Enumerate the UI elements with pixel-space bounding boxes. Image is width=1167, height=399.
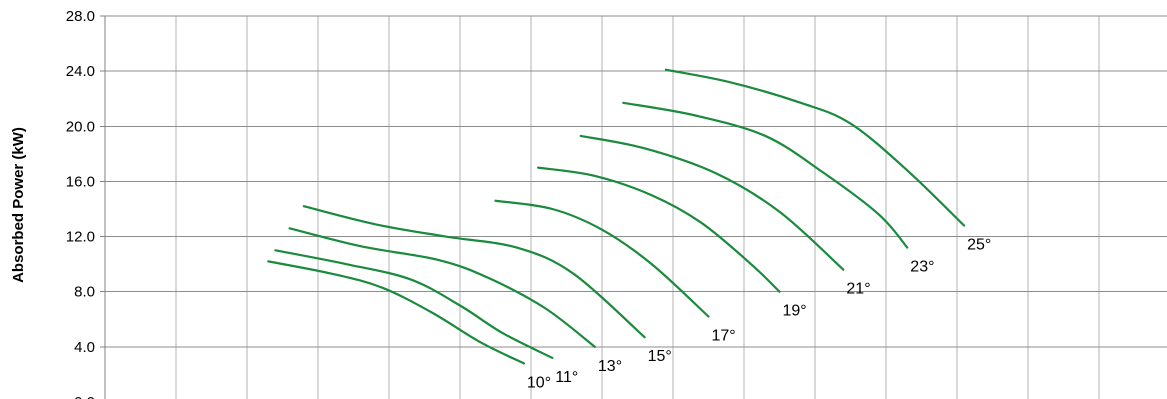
series-line-17-deg — [494, 199, 710, 318]
y-tick-label: 28.0 — [66, 8, 95, 25]
y-tick-label: 20.0 — [66, 118, 95, 135]
series-line-15-deg — [302, 205, 646, 339]
series-line-11-deg — [274, 249, 554, 359]
y-tick-label: 24.0 — [66, 63, 95, 80]
y-tick-label: 0.0 — [74, 394, 95, 399]
series-label-19-deg: 19° — [783, 303, 807, 320]
y-tick-label: 4.0 — [74, 339, 95, 356]
series-label-17-deg: 17° — [712, 328, 736, 345]
series-line-23-deg — [622, 101, 909, 249]
series-label-23-deg: 23° — [910, 259, 934, 276]
grid-layer — [105, 15, 1167, 399]
series-line-13-deg — [288, 227, 596, 348]
y-tick-label: 12.0 — [66, 229, 95, 246]
series-label-13-deg: 13° — [598, 358, 622, 375]
series-label-25-deg: 25° — [967, 237, 991, 254]
y-tick-label: 16.0 — [66, 173, 95, 190]
series-label-11-deg: 11° — [555, 369, 578, 386]
y-axis-title: Absorbed Power (kW) — [10, 127, 27, 283]
series-line-25-deg — [664, 68, 966, 227]
series-line-10-deg — [267, 260, 525, 365]
series-line-21-deg — [579, 134, 845, 271]
series-label-21-deg: 21° — [846, 281, 870, 298]
series-layer — [267, 68, 966, 365]
series-label-10-deg: 10° — [527, 374, 551, 391]
y-tick-label: 8.0 — [74, 284, 95, 301]
series-line-19-deg — [537, 166, 781, 293]
label-layer: 10° 11° 13° 15° 17° 19° 21° 23° 25° — [527, 237, 991, 392]
axis-layer: 0.0 4.0 8.0 12.0 16.0 20.0 24.0 28.0 — [66, 8, 106, 399]
series-label-15-deg: 15° — [648, 348, 672, 365]
